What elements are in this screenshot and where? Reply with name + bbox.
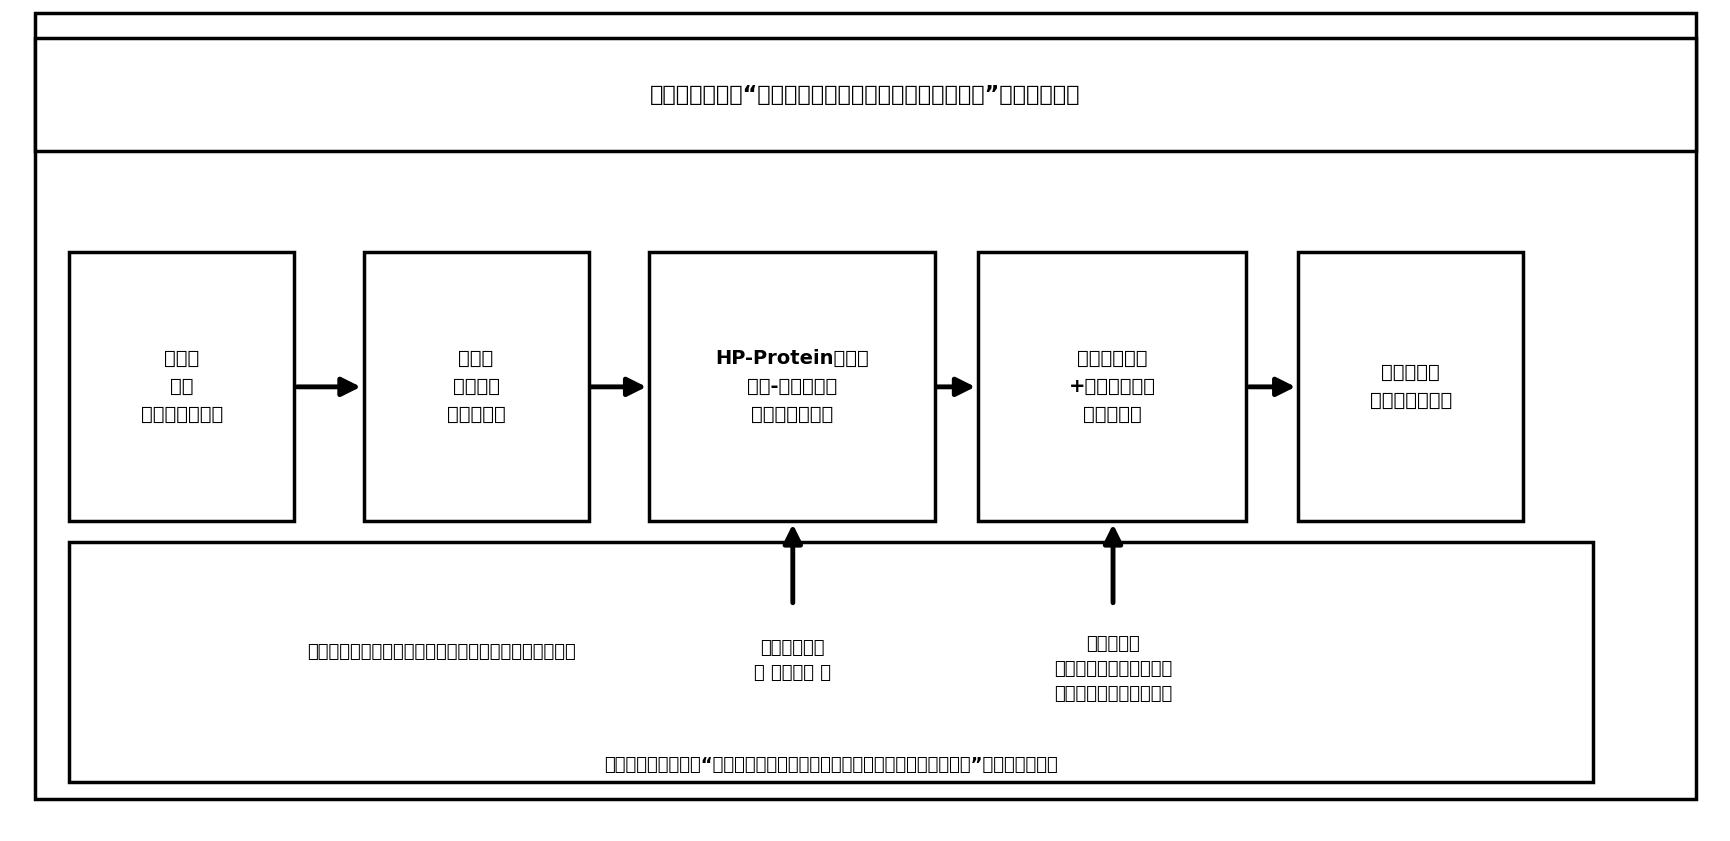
Text: HP-Protein复合体
肝素-蛋白复合体
（分子生物学）: HP-Protein复合体 肝素-蛋白复合体 （分子生物学）: [714, 349, 868, 425]
Text: 猪小肠
黏膜
（生物组织学）: 猪小肠 黏膜 （生物组织学）: [140, 349, 223, 425]
Text: （自然过程，分解不充分不完全，未见有实施技术报道）: （自然过程，分解不充分不完全，未见有实施技术报道）: [306, 643, 576, 661]
FancyBboxPatch shape: [649, 252, 934, 521]
FancyBboxPatch shape: [1298, 252, 1522, 521]
Text: 释放的肝素钓
+蛋白混合溶液
（溶液学）: 释放的肝素钓 +蛋白混合溶液 （溶液学）: [1067, 349, 1156, 425]
Text: 肝素钓粗品
（生物大分子）: 肝素钓粗品 （生物大分子）: [1368, 363, 1451, 410]
FancyBboxPatch shape: [35, 13, 1695, 799]
Text: 纯化与分离
（树脂吸附与脱附技术）
（酒精沉淥与分级技术）: 纯化与分离 （树脂吸附与脱附技术） （酒精沉淥与分级技术）: [1054, 635, 1171, 702]
FancyBboxPatch shape: [363, 252, 588, 521]
Text: 生物分子解裂
（ 酵解技术 ）: 生物分子解裂 （ 酵解技术 ）: [754, 638, 830, 682]
Text: 游离的
肖大细胞
（细胞学）: 游离的 肖大细胞 （细胞学）: [446, 349, 505, 425]
Text: 现有技术方案：“酶解法提取肝素钓粗品的无盐生产工艺”的生物学过程: 现有技术方案：“酶解法提取肝素钓粗品的无盐生产工艺”的生物学过程: [650, 85, 1080, 104]
Text: 无盐条件下，未见有“电解质稳定剂对生物组织、细胞和大分子的稳定化作用”的实施技术报道: 无盐条件下，未见有“电解质稳定剂对生物组织、细胞和大分子的稳定化作用”的实施技术…: [604, 756, 1057, 775]
FancyBboxPatch shape: [69, 542, 1592, 782]
FancyBboxPatch shape: [977, 252, 1246, 521]
FancyBboxPatch shape: [69, 252, 294, 521]
FancyBboxPatch shape: [35, 38, 1695, 151]
